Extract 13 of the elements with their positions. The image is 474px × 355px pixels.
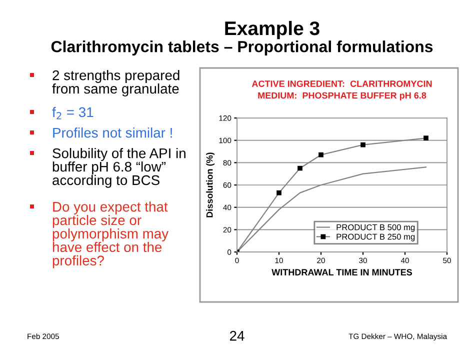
text: Do you expect that particle size or polymorphism may have effect on the profiles? [52,202,169,268]
chart-title: ACTIVE INGREDIENT: CLARITHROMYCIN MEDIUM: PHOSPHATE BUFFER pH 6.8 [252,80,432,100]
legend-label: PRODUCT B 500 mg [336,224,415,232]
x-axis-title: WITHDRAWAL TIME IN MINUTES [272,269,412,276]
text: 2 strengths prepared from same granulate [52,70,180,96]
text: Profiles not similar ! [53,128,172,138]
legend-label: PRODUCT B 250 mg [336,234,415,242]
text: Clarithromycin tablets – Proportional formulations [51,40,433,56]
text: Example 3 [225,20,320,40]
y-axis-title: Dissolution (%) [206,152,215,218]
text: f$_{2}$ = 31 [52,106,94,120]
text: Solubility of the API in buffer pH 6.8 “low” according to BCS [52,148,186,188]
text: 24 [230,330,244,341]
